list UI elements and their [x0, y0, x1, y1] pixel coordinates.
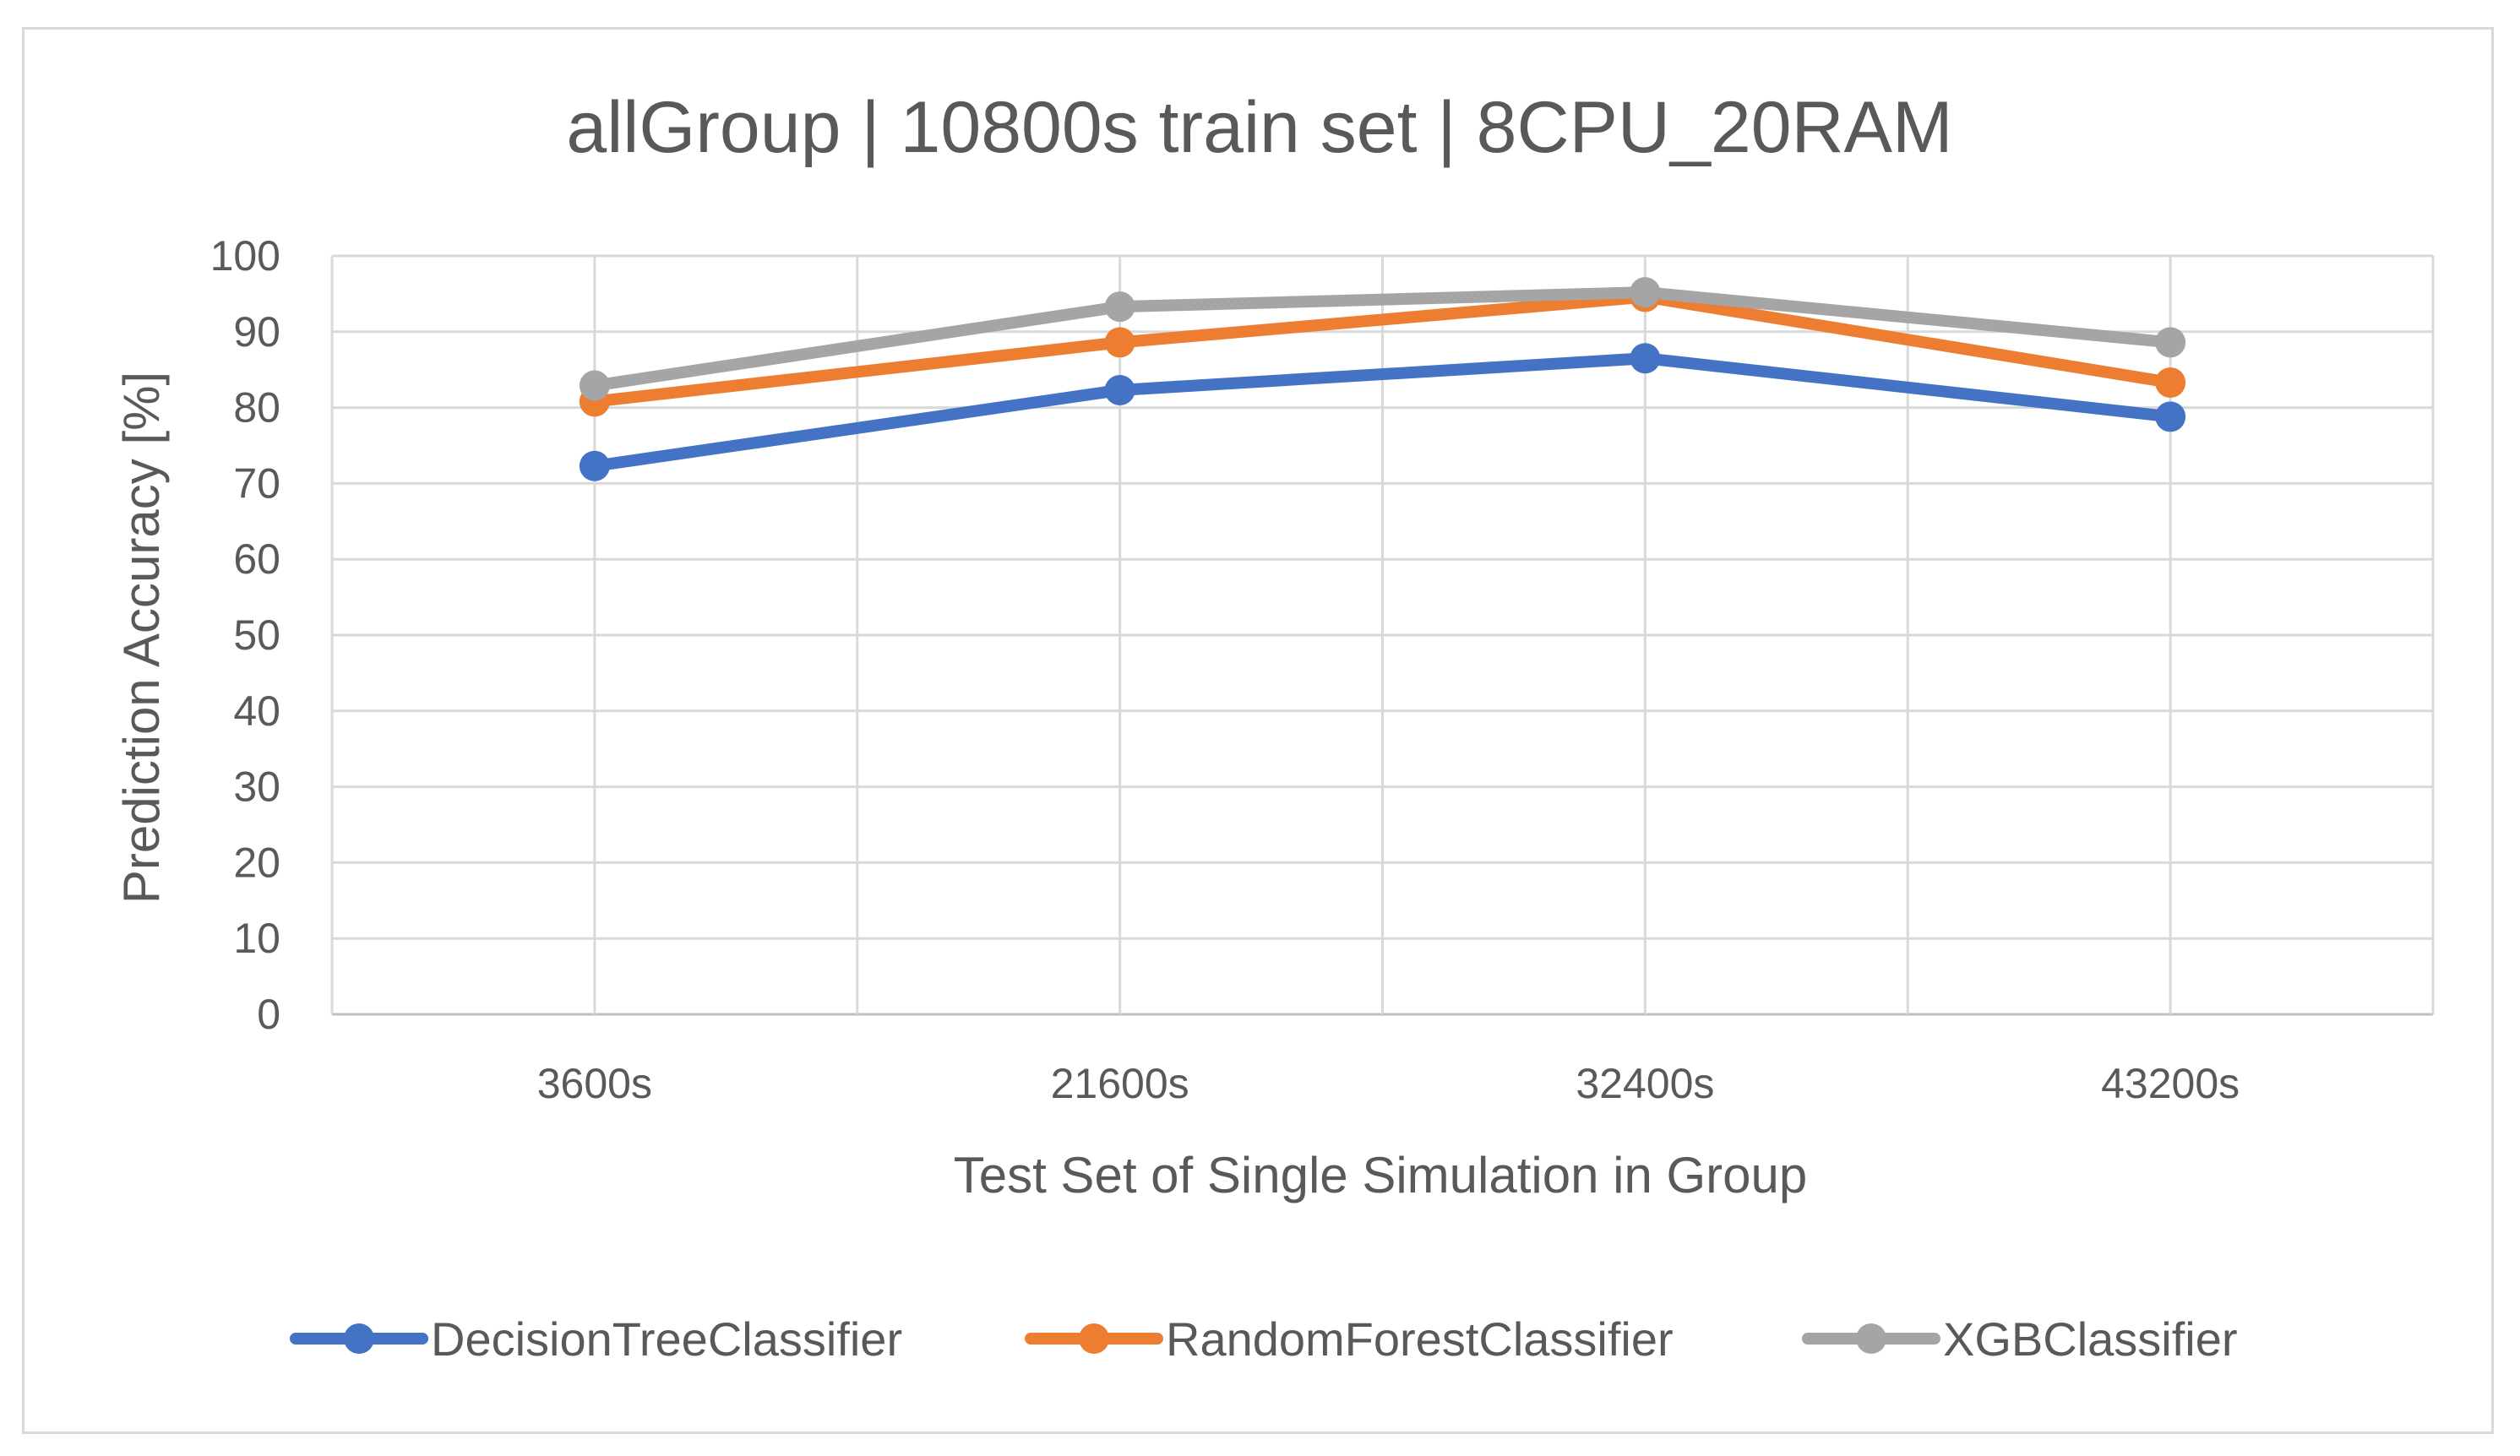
gridlines: [330, 254, 2435, 1016]
series-line-0: [588, 352, 2177, 472]
data-point: [2155, 401, 2186, 432]
legend-marker-1: [1079, 1323, 1109, 1354]
series-markers: [579, 277, 2186, 481]
chart-title: allGroup | 10800s train set | 8CPU_20RAM: [566, 87, 1952, 168]
legend-marker-0: [344, 1323, 374, 1354]
y-tick-label: 100: [210, 232, 280, 280]
data-point: [1104, 374, 1135, 405]
y-tick-label: 70: [233, 459, 280, 507]
data-point: [1630, 343, 1661, 374]
x-tick-label: 21600s: [1051, 1060, 1189, 1107]
legend-label-1: RandomForestClassifier: [1166, 1312, 1674, 1366]
x-tick-label: 32400s: [1576, 1060, 1714, 1107]
series-line-2: [588, 286, 2177, 392]
y-tick-label: 20: [233, 839, 280, 886]
x-axis-ticks: 3600s 21600s 32400s 43200s: [537, 1060, 2240, 1107]
chart-frame: [22, 27, 2494, 1434]
x-tick-label: 3600s: [537, 1060, 652, 1107]
y-tick-label: 0: [257, 991, 280, 1038]
y-tick-label: 50: [233, 611, 280, 659]
legend-marker-2: [1856, 1323, 1886, 1354]
y-axis-label: Prediction Accuracy [%]: [113, 372, 170, 904]
legend: DecisionTreeClassifier RandomForestClassi…: [290, 1312, 2238, 1366]
data-point: [1104, 291, 1135, 323]
data-point: [1104, 327, 1135, 358]
y-axis-ticks: 0 10 20 30 40 50 60 70 80 90 100: [210, 232, 280, 1038]
y-tick-label: 60: [233, 535, 280, 583]
data-point: [2155, 367, 2186, 398]
data-point: [579, 450, 610, 481]
series-line-1: [588, 291, 2177, 408]
data-point: [2155, 327, 2186, 358]
data-point: [579, 370, 610, 401]
series-lines: [588, 286, 2177, 472]
y-tick-label: 80: [233, 384, 280, 432]
y-tick-label: 40: [233, 687, 280, 735]
y-tick-label: 30: [233, 763, 280, 811]
data-point: [1630, 277, 1661, 308]
x-axis-label: Test Set of Single Simulation in Group: [954, 1147, 1808, 1203]
legend-label-2: XGBClassifier: [1943, 1312, 2238, 1366]
y-tick-label: 10: [233, 915, 280, 962]
legend-label-0: DecisionTreeClassifier: [431, 1312, 902, 1366]
x-tick-label: 43200s: [2101, 1060, 2240, 1107]
y-tick-label: 90: [233, 308, 280, 356]
